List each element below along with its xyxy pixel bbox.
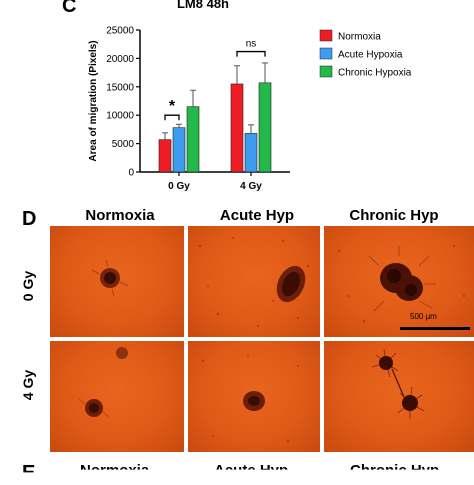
micrograph-normoxia-0gy bbox=[50, 226, 184, 337]
row-header-4gy: 4 Gy bbox=[20, 369, 36, 401]
micrograph-chronic-hyp-4gy bbox=[324, 341, 474, 452]
y-tick-label: 5000 bbox=[112, 139, 135, 150]
spheroid-icon bbox=[100, 268, 120, 288]
legend-label: Acute Hypoxia bbox=[338, 50, 403, 61]
spheroid-icon bbox=[379, 356, 418, 411]
panel-e-label: E bbox=[22, 462, 36, 484]
legend-swatch bbox=[319, 47, 333, 60]
significance-star: * bbox=[169, 98, 176, 115]
panel-e-column-normoxia: Normoxia bbox=[80, 462, 150, 479]
x-tick-label: 0 Gy bbox=[168, 181, 190, 192]
y-tick-label: 15000 bbox=[106, 82, 134, 93]
y-tick-label: 25000 bbox=[106, 26, 134, 37]
chart-annotations: * ns bbox=[164, 39, 266, 121]
micrograph-normoxia-4gy bbox=[50, 341, 184, 452]
micrograph-acute-hyp-4gy bbox=[188, 341, 320, 452]
micrograph-acute-hyp-0gy bbox=[188, 226, 320, 337]
y-axis-label: Area of migration (Pixels) bbox=[88, 40, 99, 161]
bar bbox=[244, 133, 258, 173]
y-tick-label: 20000 bbox=[106, 54, 134, 65]
y-tick-label: 10000 bbox=[106, 111, 134, 122]
bar bbox=[230, 83, 244, 173]
micrograph-chronic-hyp-0gy: 500 μm bbox=[324, 226, 474, 337]
bar bbox=[186, 106, 200, 173]
ns-label: ns bbox=[246, 39, 257, 50]
bar bbox=[172, 127, 186, 173]
row-header-0gy: 0 Gy bbox=[20, 270, 36, 302]
significance-bracket bbox=[164, 114, 180, 121]
legend-swatch bbox=[319, 29, 333, 42]
bar bbox=[258, 82, 272, 173]
bar bbox=[158, 139, 172, 173]
chart-title: LM8 48h bbox=[177, 0, 229, 11]
y-tick-label: 0 bbox=[128, 168, 134, 179]
panel-c-label: C bbox=[62, 0, 77, 17]
spheroid-icon bbox=[276, 265, 306, 303]
legend-swatch bbox=[319, 65, 333, 78]
bar-chart: LM8 48h 0 5000 10000 15000 20000 25000 Area of… bbox=[88, 0, 412, 192]
scale-bar-label: 500 μm bbox=[410, 312, 437, 321]
panel-d-label: D bbox=[22, 208, 37, 230]
spheroid-icon bbox=[380, 263, 423, 301]
panel-e-column-acute-hyp: Acute Hyp bbox=[214, 462, 289, 479]
scale-bar bbox=[400, 327, 470, 330]
chart-axes: 0 5000 10000 15000 20000 25000 Area of migrati… bbox=[88, 26, 290, 192]
chart-legend: Normoxia Acute Hypoxia Chronic Hypoxia bbox=[319, 29, 412, 79]
column-header-acute-hyp: Acute Hyp bbox=[219, 207, 295, 224]
x-tick-label: 4 Gy bbox=[240, 181, 262, 192]
legend-label: Chronic Hypoxia bbox=[338, 68, 412, 79]
column-header-normoxia: Normoxia bbox=[85, 207, 155, 224]
column-header-chronic-hyp: Chronic Hyp bbox=[349, 207, 439, 224]
ns-bracket bbox=[236, 50, 266, 57]
legend-label: Normoxia bbox=[338, 32, 381, 43]
spheroid-icon bbox=[243, 391, 265, 411]
spheroid-icon bbox=[116, 347, 128, 359]
chart-bars bbox=[158, 62, 272, 173]
panel-e-column-chronic-hyp: Chronic Hyp bbox=[350, 462, 440, 479]
spheroid-icon bbox=[85, 399, 103, 417]
